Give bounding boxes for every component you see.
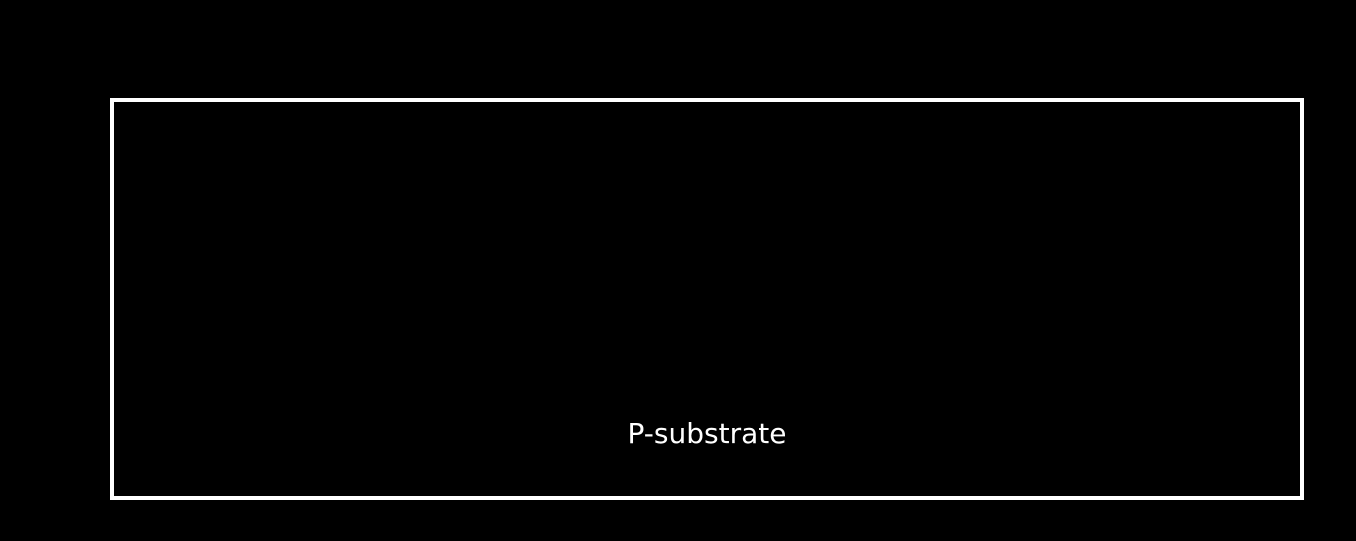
p-substrate-label: P-substrate bbox=[627, 417, 787, 450]
p-substrate-region: P-substrate bbox=[110, 98, 1304, 500]
